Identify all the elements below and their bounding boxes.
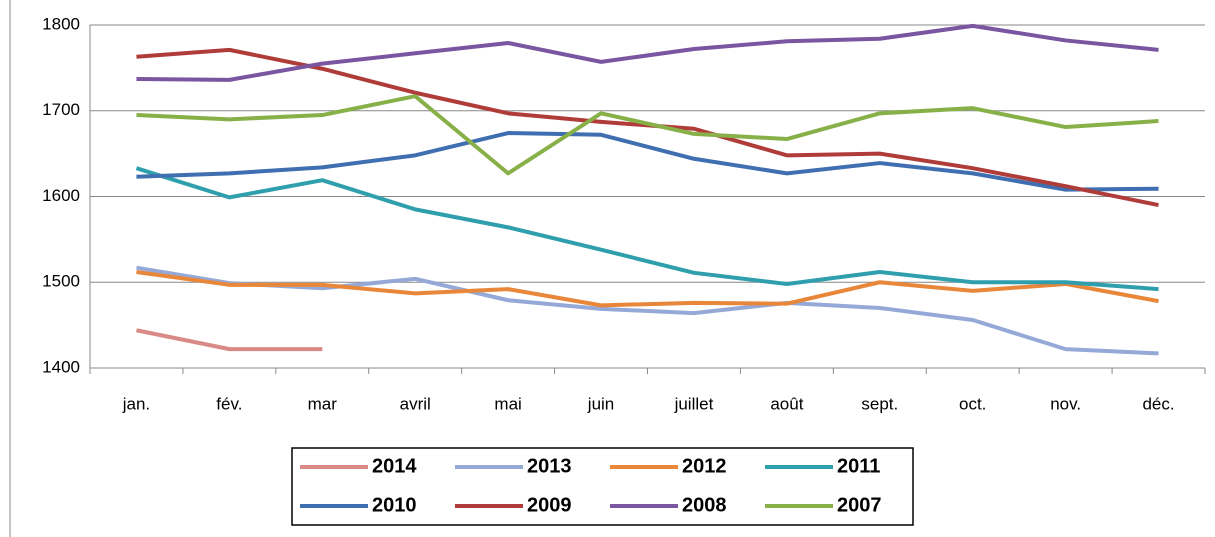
series-line xyxy=(136,47,1159,208)
y-tick-label: 1400 xyxy=(42,357,80,376)
series-line xyxy=(136,265,1159,356)
y-tick-label: 1700 xyxy=(42,100,80,119)
series-line xyxy=(136,131,1159,192)
legend-label: 2010 xyxy=(372,494,417,516)
x-tick-label: déc. xyxy=(1142,394,1174,413)
legend-label: 2014 xyxy=(372,455,417,477)
legend-label: 2008 xyxy=(682,494,727,516)
series-line xyxy=(136,269,1159,308)
series-line xyxy=(135,166,1159,292)
legend-label: 2013 xyxy=(527,455,572,477)
legend-box xyxy=(291,447,914,526)
x-tick-label: oct. xyxy=(959,394,986,413)
legend-label: 2011 xyxy=(837,455,880,477)
series-line xyxy=(136,328,323,352)
x-tick-label: avril xyxy=(400,394,431,413)
series-line xyxy=(136,94,1159,176)
legend-label: 2007 xyxy=(837,494,882,516)
x-tick-label: sept. xyxy=(861,394,898,413)
x-tick-label: fév. xyxy=(216,394,242,413)
x-tick-label: jan. xyxy=(122,394,150,413)
x-tick-label: mar xyxy=(308,394,338,413)
x-tick-label: juillet xyxy=(674,394,714,413)
y-tick-label: 1600 xyxy=(42,186,80,205)
x-tick-label: août xyxy=(770,394,803,413)
x-tick-label: juin xyxy=(587,394,614,413)
legend-label: 2012 xyxy=(682,455,727,477)
y-tick-label: 1500 xyxy=(42,272,80,291)
x-tick-label: nov. xyxy=(1050,394,1081,413)
y-tick-label: 1800 xyxy=(42,14,80,33)
legend-label: 2009 xyxy=(527,494,572,516)
x-tick-label: mai xyxy=(494,394,521,413)
series-line xyxy=(136,23,1159,82)
